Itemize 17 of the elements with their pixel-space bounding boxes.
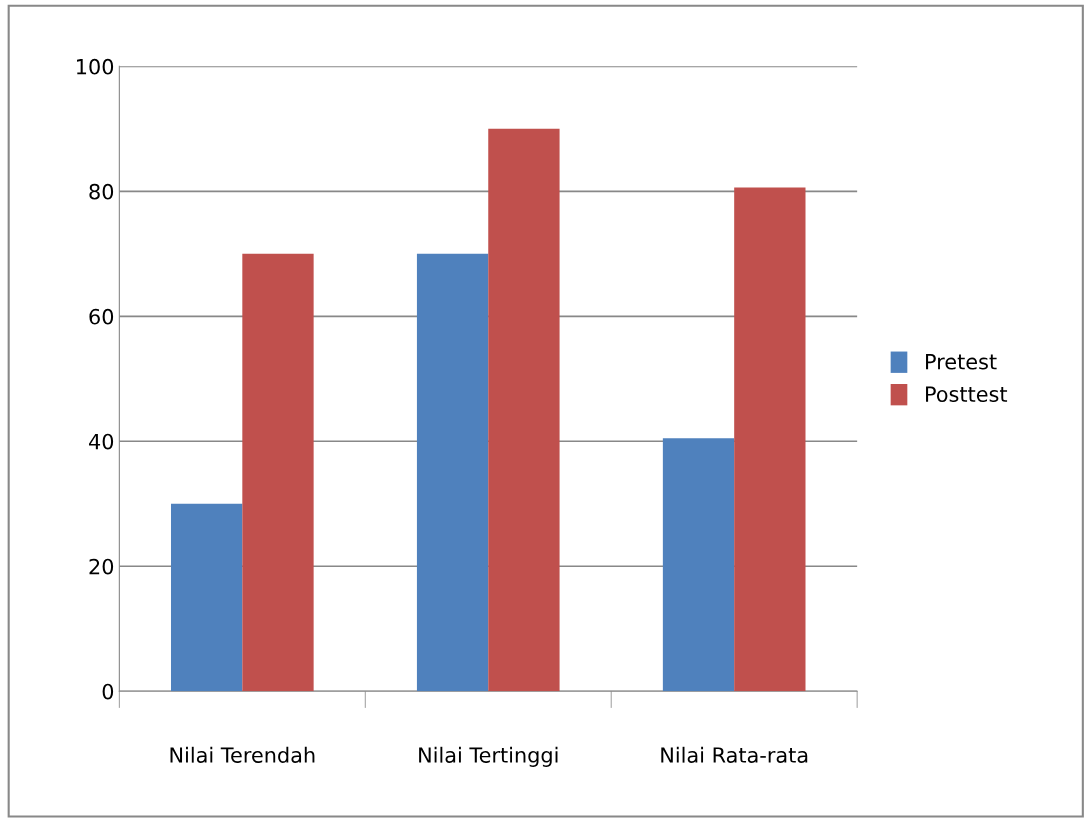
bar bbox=[734, 187, 806, 692]
y-tick-label: 60 bbox=[89, 308, 114, 325]
bar bbox=[416, 253, 489, 692]
x-tick-label: Nilai Tertinggi bbox=[419, 746, 558, 767]
bar bbox=[488, 128, 560, 692]
y-tick-label: 20 bbox=[89, 558, 114, 575]
x-tick-label: Nilai Terendah bbox=[170, 746, 315, 763]
legend-label: Posttest bbox=[926, 386, 1008, 402]
legend-label: Pretest bbox=[926, 354, 997, 370]
bar bbox=[171, 503, 243, 692]
y-tick-label: 40 bbox=[89, 433, 114, 450]
y-tick-label: 0 bbox=[102, 683, 114, 700]
x-tick-label: Nilai Rata-rata bbox=[661, 746, 808, 763]
y-tick-label: 100 bbox=[77, 58, 114, 75]
bar bbox=[662, 438, 735, 692]
y-tick-label: 80 bbox=[89, 183, 114, 200]
bar bbox=[242, 253, 314, 692]
